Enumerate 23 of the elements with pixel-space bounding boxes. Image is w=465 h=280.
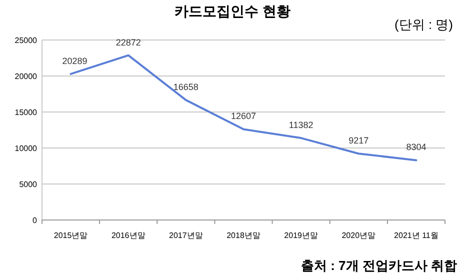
y-tick-label: 10000 (14, 144, 38, 153)
data-label: 22872 (116, 37, 141, 48)
x-tick-label: 2021년 11월 (394, 231, 438, 240)
data-label: 9217 (348, 136, 369, 146)
x-tick-label: 2016년말 (111, 231, 146, 240)
y-tick-label: 15000 (14, 108, 38, 117)
data-label: 20289 (62, 56, 88, 66)
x-tick-label: 2019년말 (284, 231, 318, 240)
data-label: 12607 (230, 111, 256, 122)
x-tick-label: 2015년말 (54, 231, 88, 240)
y-tick-label: 5000 (19, 180, 38, 189)
x-tick-label: 2017년말 (169, 231, 203, 240)
y-tick-label: 25000 (14, 36, 38, 45)
x-tick-label: 2018년말 (226, 231, 260, 240)
y-tick-label: 0 (32, 216, 38, 225)
chart-title: 카드모집인수 현황 (174, 3, 290, 19)
chart-subtitle: (단위 : 명) (394, 17, 453, 32)
data-label: 16658 (173, 82, 198, 92)
x-tick-label: 2020년말 (342, 231, 376, 240)
source-note: 출처 : 7개 전업카드사 취합 (300, 258, 457, 273)
y-tick-label: 20000 (14, 72, 38, 81)
data-label: 11382 (288, 120, 314, 130)
data-label: 8304 (406, 142, 426, 152)
